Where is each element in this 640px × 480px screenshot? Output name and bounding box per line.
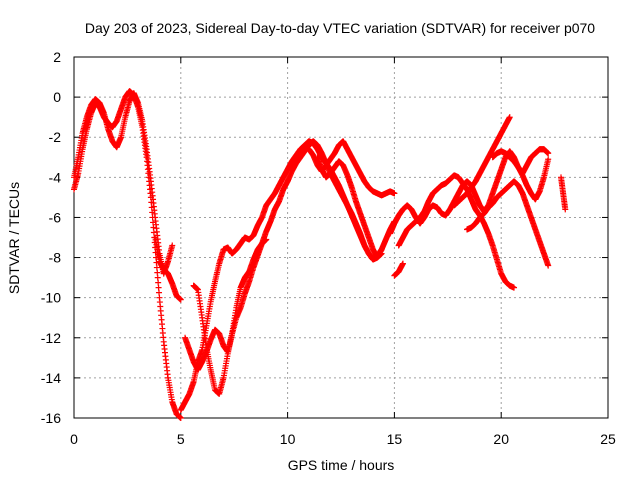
series-12 <box>464 178 552 269</box>
y-tick-label: -6 <box>49 209 62 225</box>
data-point <box>511 284 518 291</box>
y-tick-labels: -16 -14 -12 -10 -8 -6 -4 -2 0 2 <box>41 49 61 426</box>
data-points <box>71 88 569 421</box>
y-tick-label: -14 <box>41 370 61 386</box>
data-point <box>155 284 162 291</box>
y-tick-label: -2 <box>49 129 62 145</box>
grid-lines <box>74 57 608 418</box>
y-tick-label: -4 <box>49 169 62 185</box>
data-point <box>150 229 157 236</box>
data-point <box>156 289 163 296</box>
x-tick-label: 15 <box>387 431 403 447</box>
series-13 <box>489 146 552 177</box>
data-point <box>155 279 162 286</box>
y-tick-label: -8 <box>49 250 62 266</box>
y-tick-label: -16 <box>41 410 61 426</box>
data-point <box>154 269 161 276</box>
y-axis-label: SDTVAR / TECUs <box>6 182 22 294</box>
data-point <box>545 150 552 157</box>
y-tick-label: 0 <box>53 89 61 105</box>
data-point <box>545 262 552 269</box>
x-axis-label: GPS time / hours <box>288 457 395 473</box>
series-7 <box>314 154 385 261</box>
data-point <box>177 296 184 303</box>
x-tick-labels: 0 5 10 15 20 25 <box>70 431 616 447</box>
y-tick-label: -10 <box>41 290 61 306</box>
x-tick-label: 5 <box>177 431 185 447</box>
data-point <box>399 260 406 267</box>
x-tick-label: 25 <box>600 431 616 447</box>
y-tick-label: 2 <box>53 49 61 65</box>
data-point <box>545 156 552 163</box>
plot-frame <box>73 56 609 419</box>
series-11 <box>451 114 513 209</box>
axis-ticks <box>73 56 609 419</box>
series-1 <box>71 90 176 277</box>
data-point <box>378 250 385 257</box>
data-point <box>153 264 160 271</box>
series-8 <box>391 260 406 279</box>
data-point <box>169 242 176 249</box>
series-14 <box>558 174 569 213</box>
y-tick-label: -12 <box>41 330 61 346</box>
x-tick-label: 0 <box>70 431 78 447</box>
data-point <box>562 206 569 213</box>
data-point <box>506 114 513 121</box>
data-point <box>391 190 398 197</box>
data-point <box>263 236 270 243</box>
data-point <box>177 415 184 421</box>
x-tick-label: 20 <box>493 431 509 447</box>
series-5 <box>182 236 270 373</box>
series-0 <box>71 88 184 421</box>
series-10 <box>395 172 518 291</box>
series-4 <box>190 138 385 397</box>
chart-title: Day 203 of 2023, Sidereal Day-to-day VTE… <box>85 20 595 36</box>
series-2 <box>152 234 184 303</box>
x-tick-label: 10 <box>280 431 296 447</box>
data-point <box>154 274 161 281</box>
